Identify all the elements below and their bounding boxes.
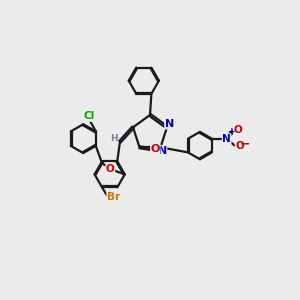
Text: +: + <box>228 127 236 136</box>
Text: N: N <box>222 134 231 144</box>
Text: −: − <box>240 137 250 150</box>
Text: H: H <box>110 134 118 143</box>
Text: N: N <box>158 146 167 156</box>
Text: O: O <box>235 141 244 151</box>
Text: N: N <box>165 119 174 129</box>
Text: O: O <box>106 164 115 174</box>
Text: Br: Br <box>107 192 120 203</box>
Text: Cl: Cl <box>83 111 94 121</box>
Text: O: O <box>151 144 160 154</box>
Text: O: O <box>234 125 242 135</box>
